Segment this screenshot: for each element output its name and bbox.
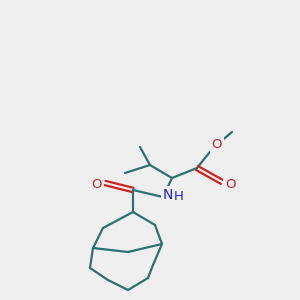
Text: O: O xyxy=(225,178,235,190)
Text: H: H xyxy=(174,190,184,202)
Text: N: N xyxy=(163,188,173,202)
Text: O: O xyxy=(92,178,102,191)
Text: O: O xyxy=(212,139,222,152)
